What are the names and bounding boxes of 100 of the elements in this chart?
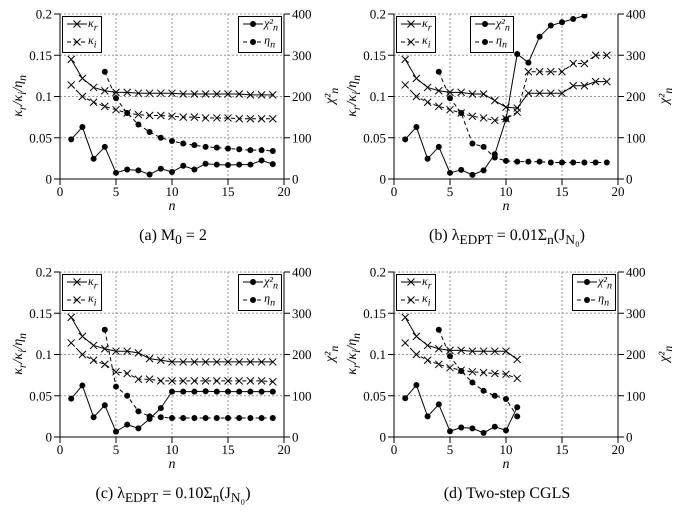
- point: [246, 358, 254, 366]
- x-tick-label: 10: [166, 442, 178, 458]
- point: [225, 388, 231, 395]
- point: [146, 111, 154, 120]
- point: [480, 114, 488, 122]
- point: [158, 405, 164, 412]
- point: [235, 90, 244, 98]
- point: [514, 51, 520, 58]
- point: [412, 332, 420, 340]
- point: [67, 55, 76, 64]
- legend-label: κ$_{i}$: [422, 291, 431, 309]
- point: [490, 116, 499, 124]
- point: [536, 89, 544, 98]
- point: [558, 68, 566, 76]
- point: [469, 380, 476, 386]
- point: [502, 370, 510, 378]
- x-tick-label: 0: [56, 184, 64, 200]
- x-axis-title: n: [168, 199, 176, 215]
- point: [190, 376, 198, 385]
- point: [202, 358, 210, 366]
- point: [424, 98, 432, 106]
- point: [100, 102, 109, 110]
- y2-tick-label: 100: [626, 388, 646, 404]
- point: [559, 19, 565, 26]
- point: [503, 427, 509, 434]
- point: [492, 392, 498, 399]
- x-tick-label: 10: [166, 184, 178, 200]
- point: [146, 171, 153, 178]
- y-tick-label: 0.1: [370, 347, 386, 362]
- point: [112, 368, 120, 376]
- point: [468, 368, 476, 376]
- y-tick-label: 0.2: [36, 264, 52, 280]
- point: [246, 114, 254, 123]
- point: [480, 368, 488, 377]
- point: [258, 90, 266, 99]
- y2-tick-label: 400: [292, 264, 312, 280]
- point: [402, 395, 408, 402]
- point: [592, 51, 600, 60]
- point: [546, 89, 555, 98]
- point: [78, 92, 86, 100]
- point: [468, 347, 476, 356]
- point: [113, 428, 119, 435]
- y-tick-label: 0.05: [29, 130, 52, 146]
- point: [514, 404, 520, 410]
- y2-tick-label: 100: [292, 388, 312, 404]
- x-tick-label: 5: [446, 184, 454, 200]
- point: [124, 166, 130, 173]
- point: [270, 415, 276, 422]
- point: [247, 162, 254, 168]
- point: [169, 415, 175, 422]
- point: [570, 16, 576, 22]
- point: [401, 338, 410, 347]
- point: [90, 341, 98, 350]
- point: [469, 425, 476, 432]
- x-tick-label: 0: [56, 442, 64, 458]
- point: [214, 162, 220, 168]
- y-tick-label: 0.2: [370, 6, 386, 22]
- point: [146, 354, 154, 363]
- legend-label: η$_{n}$: [496, 33, 507, 51]
- point: [436, 326, 442, 333]
- point: [191, 142, 198, 148]
- point: [102, 402, 108, 408]
- y-tick-label: 0.05: [363, 388, 386, 404]
- point: [168, 112, 176, 120]
- point: [503, 396, 509, 402]
- point: [146, 128, 153, 135]
- point: [113, 384, 119, 390]
- point: [480, 388, 487, 394]
- point: [135, 425, 142, 432]
- point: [214, 144, 220, 151]
- point: [457, 88, 466, 96]
- point: [135, 122, 142, 128]
- legend-label: κ$_{i}$: [422, 33, 431, 51]
- point: [191, 166, 198, 173]
- point: [190, 90, 198, 98]
- point: [424, 83, 432, 92]
- point: [212, 376, 221, 385]
- point: [514, 413, 520, 420]
- point: [146, 89, 154, 98]
- point: [158, 134, 164, 141]
- point: [191, 415, 198, 422]
- legend-label: χ²$_{n}$: [264, 274, 278, 292]
- point: [602, 51, 611, 60]
- x-tick-label: 5: [446, 442, 454, 458]
- x-tick-label: 15: [556, 442, 568, 458]
- point: [158, 414, 164, 420]
- point: [592, 160, 599, 166]
- point: [581, 14, 588, 19]
- x-axis-title: n: [502, 457, 510, 473]
- y-tick-label: 0.15: [363, 48, 386, 63]
- point: [490, 96, 499, 105]
- point: [514, 158, 520, 165]
- point: [156, 89, 165, 98]
- point: [447, 170, 453, 176]
- point: [90, 156, 97, 162]
- y2-tick-label: 200: [292, 89, 312, 104]
- point: [212, 114, 221, 122]
- point: [258, 157, 265, 164]
- point: [90, 83, 98, 92]
- point: [90, 356, 98, 364]
